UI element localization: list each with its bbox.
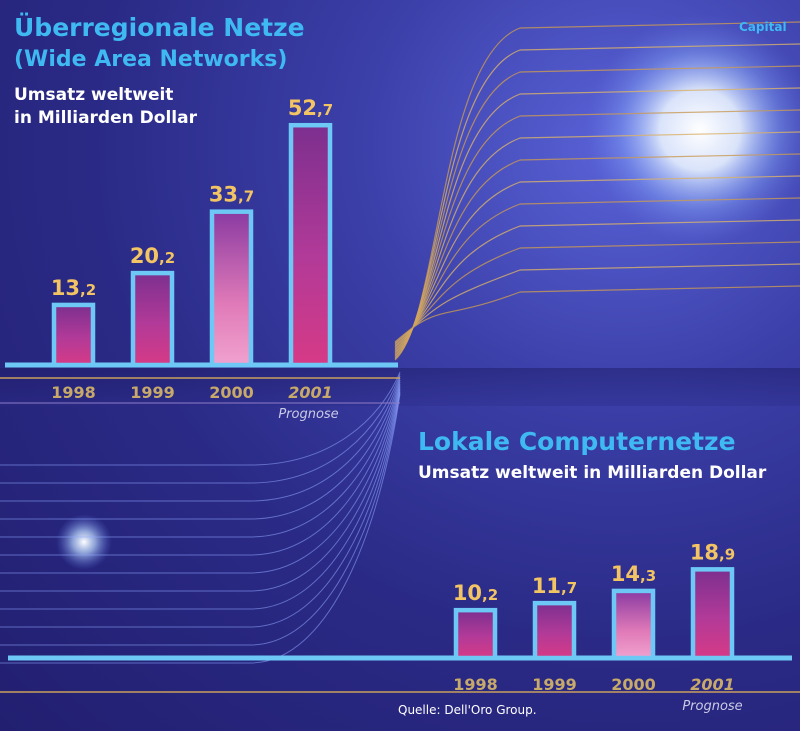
value-label: 14,3 [611, 562, 656, 586]
bar [690, 567, 735, 661]
brand-logo: Capital [739, 20, 787, 34]
small-glow [56, 514, 112, 570]
value-label: 10,2 [453, 581, 498, 605]
bar [288, 122, 333, 368]
forecast-note: Prognose [278, 407, 338, 422]
streak-line [0, 385, 401, 592]
value-label: 11,7 [532, 574, 577, 598]
value-label: 52,7 [288, 96, 333, 120]
lan-subtitle: Umsatz weltweit in Milliarden Dollar [418, 463, 767, 483]
wan-title: Überregionale Netze [14, 13, 305, 42]
lan-title: Lokale Computernetze [418, 427, 736, 456]
streak-line [0, 375, 401, 502]
streak-line [0, 391, 401, 646]
year-label: 2001 [690, 675, 735, 694]
year-label: 1999 [130, 383, 175, 402]
streak-line [0, 381, 401, 556]
year-label: 1999 [532, 675, 577, 694]
streak-line [0, 383, 401, 574]
bar [209, 209, 254, 368]
streak-line [0, 371, 401, 466]
bar [51, 302, 96, 368]
year-label: 2000 [611, 675, 656, 694]
light-burst [585, 15, 800, 245]
year-label: 2001 [288, 383, 333, 402]
value-label: 13,2 [51, 276, 96, 300]
wan-subtitle-line2: in Milliarden Dollar [14, 108, 197, 128]
value-label: 18,9 [690, 540, 735, 564]
streak-line [0, 377, 401, 520]
year-label: 2000 [209, 383, 254, 402]
year-label: 1998 [453, 675, 498, 694]
source-note: Quelle: Dell'Oro Group. [398, 703, 537, 717]
streak-line [0, 373, 401, 484]
streak-line [394, 285, 800, 343]
bar [611, 588, 656, 661]
bar [532, 600, 577, 661]
value-label: 20,2 [130, 244, 175, 268]
streak-line [0, 389, 401, 628]
streak-line [0, 379, 401, 538]
bar [130, 270, 175, 368]
wan-title-line2: (Wide Area Networks) [14, 47, 288, 72]
value-label: 33,7 [209, 183, 254, 207]
wan-subtitle: Umsatz weltweit [14, 85, 174, 105]
bar [453, 607, 498, 661]
year-label: 1998 [51, 383, 96, 402]
forecast-note: Prognose [682, 699, 742, 714]
streak-line [0, 387, 401, 610]
